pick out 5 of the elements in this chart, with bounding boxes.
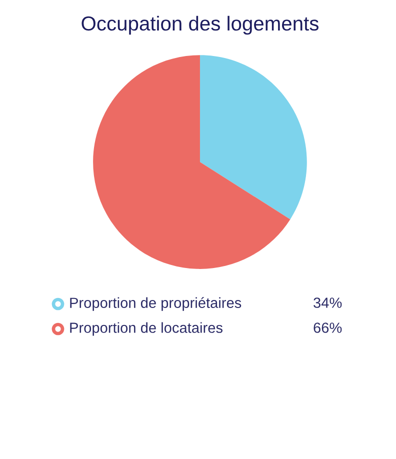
data-label: 66%	[314, 322, 342, 333]
data-label: 34%	[314, 298, 342, 308]
chart-title: Occupation des logements	[82, 16, 318, 35]
legend-label: Proportion de propriétaires	[70, 297, 242, 311]
legend-label: Proportion de locataires	[70, 322, 222, 336]
